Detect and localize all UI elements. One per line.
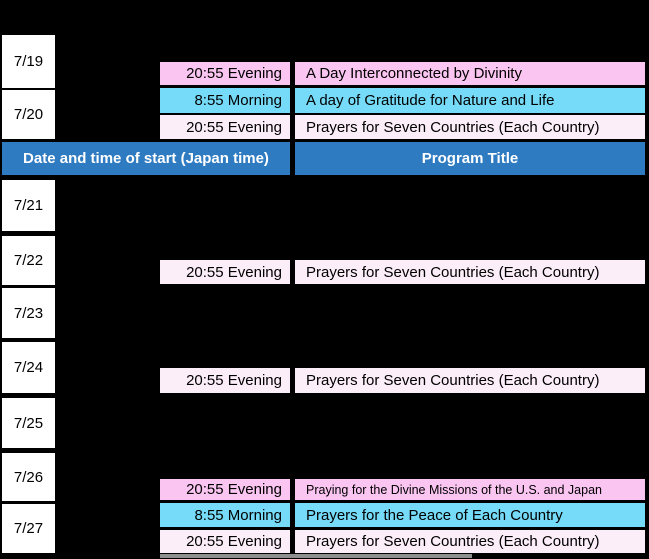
event-time: 20:55 Evening — [160, 260, 290, 284]
date-cell-7-19: 7/19 — [2, 35, 55, 88]
event-title: Prayers for Seven Countries (Each Countr… — [295, 368, 645, 393]
event-title: Prayers for Seven Countries (Each Countr… — [295, 530, 645, 553]
date-cell-7-27: 7/27 — [2, 504, 55, 553]
event-title: Praying for the Divine Missions of the U… — [295, 479, 645, 500]
header-program-title: Program Title — [295, 142, 645, 175]
date-cell-7-24: 7/24 — [2, 342, 55, 393]
date-cell-7-25: 7/25 — [2, 398, 55, 448]
event-time: 20:55 Evening — [160, 62, 290, 85]
event-title: Prayers for the Peace of Each Country — [295, 503, 645, 527]
date-cell-7-22: 7/22 — [2, 236, 55, 285]
event-row: 20:55 Evening Prayers for Seven Countrie… — [0, 530, 649, 553]
event-row: 20:55 Evening Prayers for Seven Countrie… — [0, 260, 649, 284]
date-cell-7-26: 7/26 — [2, 453, 55, 501]
event-time: 20:55 Evening — [160, 530, 290, 553]
event-title: Prayers for Seven Countries (Each Countr… — [295, 115, 645, 139]
cropped-next-row-strip — [160, 554, 472, 558]
event-row: 20:55 Evening Praying for the Divine Mis… — [0, 479, 649, 500]
event-row: 8:55 Morning Prayers for the Peace of Ea… — [0, 503, 649, 527]
event-row: 20:55 Evening A Day Interconnected by Di… — [0, 62, 649, 85]
event-time: 20:55 Evening — [160, 115, 290, 139]
header-date-time: Date and time of start (Japan time) — [2, 142, 290, 175]
event-time: 8:55 Morning — [160, 503, 290, 527]
event-time: 8:55 Morning — [160, 88, 290, 113]
event-row: 8:55 Morning A day of Gratitude for Natu… — [0, 88, 649, 113]
event-row: 20:55 Evening Prayers for Seven Countrie… — [0, 115, 649, 139]
event-title: A day of Gratitude for Nature and Life — [295, 88, 645, 113]
event-title: Prayers for Seven Countries (Each Countr… — [295, 260, 645, 284]
event-time: 20:55 Evening — [160, 479, 290, 500]
date-cell-7-20: 7/20 — [2, 90, 55, 139]
event-row: 20:55 Evening Prayers for Seven Countrie… — [0, 368, 649, 393]
event-time: 20:55 Evening — [160, 368, 290, 393]
event-title: A Day Interconnected by Divinity — [295, 62, 645, 85]
date-cell-7-21: 7/21 — [2, 180, 55, 231]
date-cell-7-23: 7/23 — [2, 288, 55, 338]
